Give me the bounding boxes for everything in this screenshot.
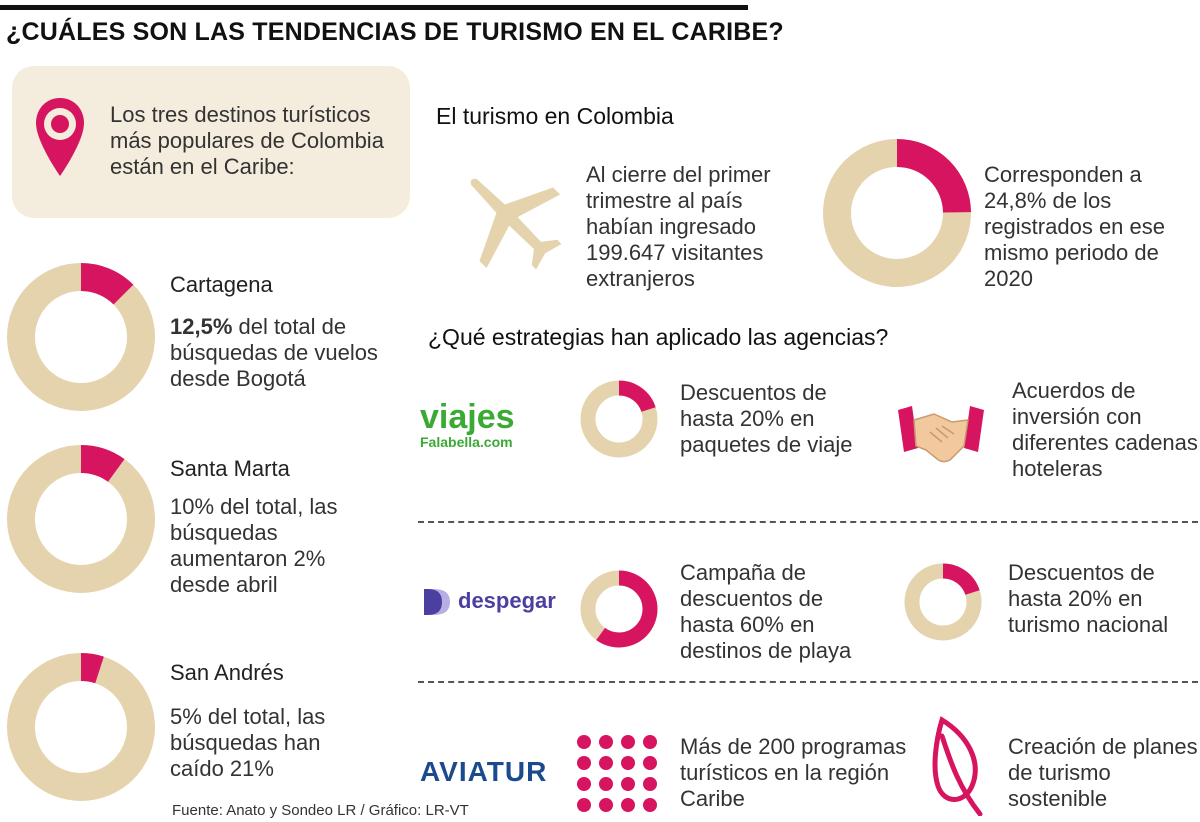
- dot: [577, 777, 591, 791]
- row-divider: [418, 681, 1198, 683]
- strategy-text: Descuentos de hasta 20% en paquetes de v…: [680, 380, 853, 457]
- donut-segment: [823, 139, 971, 287]
- location-pin-icon: [36, 98, 84, 176]
- brand-sub: Falabella.com: [420, 434, 513, 450]
- dot: [599, 777, 613, 791]
- donut-segment: [7, 445, 155, 593]
- dot: [577, 756, 591, 770]
- donut-segment: [904, 563, 982, 641]
- aviatur-logo: AVIATUR: [420, 756, 548, 787]
- falabella-discount-donut: [580, 380, 658, 458]
- colombia-share-donut: [823, 139, 971, 287]
- destination-text: 12,5% del total de búsquedas de vuelos d…: [170, 314, 400, 392]
- top-rule: [0, 5, 748, 10]
- dot: [577, 735, 591, 749]
- donut-segment: [7, 263, 155, 411]
- strategies-heading: ¿Qué estrategias han aplicado las agenci…: [428, 324, 889, 350]
- destination-text: 10% del total, las búsquedas aumentaron …: [170, 494, 338, 597]
- handshake-icon: [898, 406, 984, 463]
- strategy-text: Campaña de descuentos de hasta 60% en de…: [680, 560, 852, 663]
- strategy-text: Creación de planes de turismo sostenible: [1008, 734, 1198, 811]
- dot: [643, 735, 657, 749]
- donut-segment: [7, 653, 155, 801]
- strategy-text: Más de 200 programas turísticos en la re…: [680, 734, 907, 811]
- san-andres-donut: [7, 653, 155, 801]
- donut-segment: [580, 380, 658, 458]
- source-note: Fuente: Anato y Sondeo LR / Gráfico: LR-…: [172, 802, 469, 819]
- viajes-falabella-logo: viajes Falabella.com: [420, 400, 560, 450]
- brand-name: viajes: [420, 398, 515, 436]
- strategy-text: Acuerdos de inversión con diferentes cad…: [1012, 378, 1198, 481]
- dot-grid-icon: [577, 735, 657, 812]
- despegar-beach-donut: [580, 570, 658, 648]
- destination-name: San Andrés: [170, 660, 284, 685]
- cartagena-donut: [7, 263, 155, 411]
- airplane-icon: [470, 178, 562, 270]
- donut-segment: [580, 570, 658, 648]
- donut-track: [7, 445, 155, 593]
- strategy-text: Descuentos de hasta 20% en turismo nacio…: [1008, 560, 1169, 637]
- dot: [599, 756, 613, 770]
- dot: [643, 798, 657, 812]
- dot: [621, 777, 635, 791]
- dot: [643, 756, 657, 770]
- dot: [577, 798, 591, 812]
- despegar-logo-icon: [424, 589, 450, 615]
- page-title: ¿CUÁLES SON LAS TENDENCIAS DE TURISMO EN…: [6, 18, 784, 46]
- dot: [621, 756, 635, 770]
- despegar-national-donut: [904, 563, 982, 641]
- dot: [621, 735, 635, 749]
- donut-track: [7, 653, 155, 801]
- destination-name: Cartagena: [170, 272, 273, 297]
- destination-text: 5% del total, las búsquedas han caído 21…: [170, 704, 326, 781]
- callout-text: Los tres destinos turísticos más popular…: [110, 102, 384, 179]
- dot: [643, 777, 657, 791]
- share-text: Corresponden a 24,8% de los registrados …: [984, 162, 1165, 291]
- santa-marta-donut: [7, 445, 155, 593]
- visitors-text: Al cierre del primer trimestre al país h…: [586, 162, 771, 291]
- dot: [599, 735, 613, 749]
- dot: [621, 798, 635, 812]
- row-divider: [418, 521, 1198, 523]
- destination-text-rest: del total de búsquedas de vuelos desde B…: [170, 314, 378, 391]
- despegar-logo: despegar: [458, 588, 556, 613]
- dot: [599, 798, 613, 812]
- colombia-heading: El turismo en Colombia: [436, 103, 674, 129]
- leaf-icon: [932, 716, 983, 816]
- destination-pct: 12,5%: [170, 314, 233, 339]
- destination-name: Santa Marta: [170, 456, 290, 481]
